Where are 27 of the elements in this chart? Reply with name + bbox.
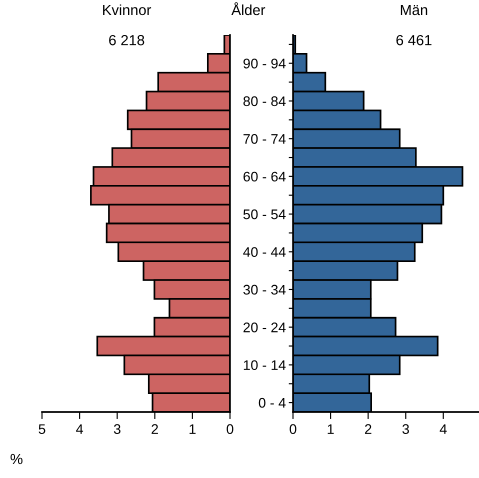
x-tick-label: 2 [364, 424, 372, 434]
y-tick-label: 30 - 34 [243, 284, 286, 295]
y-tick-label: 60 - 64 [244, 172, 286, 182]
chart-title: Kvinnor [103, 4, 152, 16]
chart-subtitle: 6 461 [396, 34, 432, 46]
x-tick-label: 4 [76, 424, 84, 434]
x-tick-label: 0 [226, 424, 234, 434]
y-axis-title: Ålder [231, 2, 266, 16]
x-tick-label: 1 [190, 424, 196, 434]
x-tick-label: 0 [290, 424, 296, 434]
y-tick-label: 70 - 74 [244, 134, 286, 144]
y-tick-label: 10 - 14 [244, 360, 286, 370]
y-tick-label: 80 - 84 [243, 96, 286, 106]
x-tick-label: 4 [440, 424, 447, 434]
chart-title: Män [400, 4, 428, 16]
x-tick-label: 3 [114, 424, 120, 434]
y-tick-label: 20 - 24 [244, 322, 286, 332]
chart-subtitle: 6 218 [109, 34, 144, 46]
y-tick-label: 40 - 44 [243, 247, 286, 257]
x-tick-label: 3 [402, 424, 409, 434]
x-axis-title: % [10, 454, 22, 464]
x-tick-label: 2 [152, 424, 158, 434]
x-tick-label: 5 [38, 424, 46, 434]
x-tick-label: 1 [328, 424, 334, 434]
y-tick-label: 0 - 4 [258, 398, 286, 408]
y-tick-label: 90 - 94 [243, 58, 286, 68]
y-tick-label: 50 - 54 [243, 209, 286, 220]
